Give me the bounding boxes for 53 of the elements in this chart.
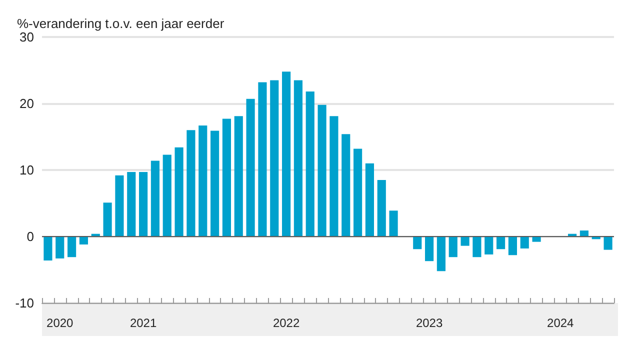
bar bbox=[330, 116, 338, 236]
bar bbox=[460, 236, 470, 246]
bar bbox=[294, 80, 302, 236]
bar bbox=[139, 172, 148, 236]
y-tick-label: 10 bbox=[20, 162, 34, 178]
bar bbox=[282, 72, 291, 236]
x-tick-label: 2020 bbox=[46, 316, 74, 330]
bar bbox=[127, 172, 136, 236]
bar bbox=[413, 236, 422, 250]
bar bbox=[68, 236, 76, 258]
bar bbox=[115, 175, 124, 236]
bar bbox=[186, 130, 196, 236]
bar bbox=[56, 236, 64, 258]
bar bbox=[246, 98, 255, 236]
bar bbox=[342, 134, 350, 236]
x-tick-label: 2022 bbox=[272, 316, 300, 330]
y-axis-title: %-verandering t.o.v. een jaar eerder bbox=[17, 16, 225, 31]
bar bbox=[222, 118, 231, 236]
bar bbox=[210, 130, 220, 236]
bar bbox=[496, 236, 506, 250]
bar bbox=[162, 154, 172, 236]
bar bbox=[258, 82, 267, 236]
bar bbox=[448, 236, 458, 258]
x-tick-label: 2021 bbox=[130, 316, 157, 330]
bar bbox=[306, 92, 314, 236]
bar bbox=[604, 236, 612, 250]
bar bbox=[354, 148, 362, 236]
bar bbox=[484, 236, 494, 254]
y-tick-label: 20 bbox=[20, 96, 34, 111]
x-tick-label: 2023 bbox=[416, 316, 443, 330]
bar bbox=[198, 125, 208, 236]
bar bbox=[520, 236, 529, 248]
bar bbox=[318, 104, 326, 236]
bar bbox=[508, 236, 517, 256]
bar bbox=[44, 236, 52, 260]
bar bbox=[270, 80, 279, 236]
bar bbox=[234, 116, 243, 236]
bar bbox=[389, 210, 398, 236]
bar bbox=[580, 230, 588, 236]
bar bbox=[365, 163, 374, 236]
y-tick-label: 30 bbox=[20, 30, 34, 44]
bar bbox=[103, 202, 112, 236]
bar bbox=[425, 236, 434, 262]
bar bbox=[174, 147, 184, 236]
bar bbox=[532, 236, 541, 242]
bar bbox=[79, 236, 88, 244]
x-tick-label: 2024 bbox=[547, 316, 574, 330]
bar bbox=[436, 236, 446, 272]
bar bbox=[377, 180, 386, 236]
bar bbox=[150, 160, 160, 236]
y-tick-label: -10 bbox=[15, 296, 34, 310]
y-tick-label: 0 bbox=[26, 229, 34, 244]
bar bbox=[472, 236, 482, 258]
